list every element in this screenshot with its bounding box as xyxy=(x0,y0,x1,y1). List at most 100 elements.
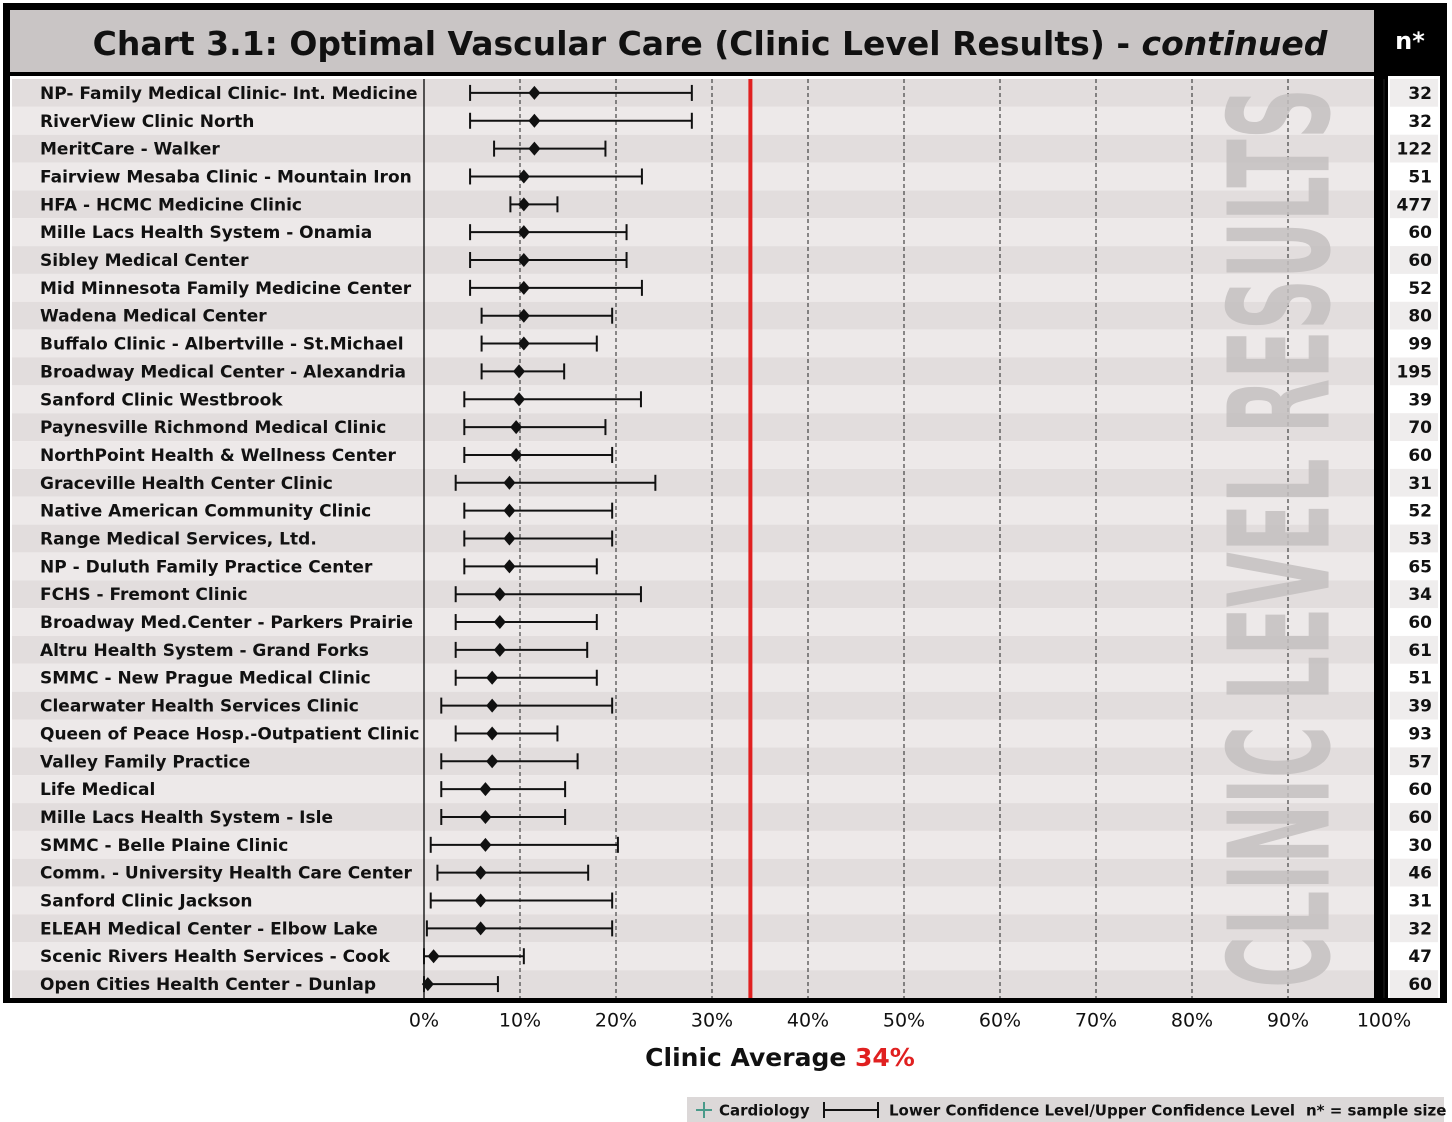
point xyxy=(421,977,434,992)
n-band xyxy=(1390,218,1438,247)
point xyxy=(493,642,506,657)
n-band xyxy=(1390,691,1438,720)
n-band xyxy=(1390,552,1438,581)
x-tick-label: 20% xyxy=(595,1010,637,1032)
point xyxy=(513,364,526,379)
n-value: 47 xyxy=(1408,947,1432,967)
point xyxy=(474,865,487,880)
row-label: Paynesville Richmond Medical Clinic xyxy=(40,418,386,438)
row-band xyxy=(12,190,1374,219)
legend-box xyxy=(687,1097,1444,1122)
title-main: Chart 3.1: Optimal Vascular Care (Clinic… xyxy=(93,24,1142,63)
row-band xyxy=(12,635,1374,664)
point xyxy=(528,113,541,128)
row-label: Graceville Health Center Clinic xyxy=(40,474,333,494)
n-value: 39 xyxy=(1408,390,1432,410)
point xyxy=(479,782,492,797)
x-tick-label: 0% xyxy=(409,1010,439,1032)
row-band xyxy=(12,775,1374,804)
row-label: Broadway Medical Center - Alexandria xyxy=(40,362,406,382)
point xyxy=(517,225,530,240)
row-band xyxy=(12,218,1374,247)
row-band xyxy=(12,970,1374,998)
row-band xyxy=(12,413,1374,442)
row-band xyxy=(12,914,1374,943)
row-band xyxy=(12,663,1374,692)
n-value: 99 xyxy=(1408,335,1432,355)
n-header: n* xyxy=(1395,27,1425,55)
row-band xyxy=(12,273,1374,302)
x-tick-label: 90% xyxy=(1267,1010,1309,1032)
row-band xyxy=(12,357,1374,386)
row-band xyxy=(12,79,1374,107)
x-tick-label: 60% xyxy=(979,1010,1021,1032)
n-value: 60 xyxy=(1408,223,1432,243)
row-label: Queen of Peace Hosp.-Outpatient Clinic xyxy=(40,724,419,744)
n-value: 32 xyxy=(1408,112,1432,132)
n-value: 60 xyxy=(1408,446,1432,466)
watermark: CLINIC LEVEL RESULTS xyxy=(1200,88,1363,988)
n-value: 60 xyxy=(1408,780,1432,800)
row-label: Range Medical Services, Ltd. xyxy=(40,530,317,550)
row-label: Sanford Clinic Westbrook xyxy=(40,390,283,410)
row-band xyxy=(12,524,1374,553)
row-band xyxy=(12,691,1374,720)
n-band xyxy=(1390,942,1438,971)
n-value: 60 xyxy=(1408,975,1432,995)
row-band xyxy=(12,580,1374,609)
n-band xyxy=(1390,635,1438,664)
row-band xyxy=(12,942,1374,971)
x-tick-label: 10% xyxy=(499,1010,541,1032)
n-value: 30 xyxy=(1408,836,1432,856)
point xyxy=(517,253,530,268)
n-band xyxy=(1390,385,1438,414)
row-label: Sibley Medical Center xyxy=(40,251,249,271)
legend-label: Lower Confidence Level/Upper Confidence … xyxy=(889,1102,1295,1120)
n-band xyxy=(1390,803,1438,831)
row-band xyxy=(12,747,1374,776)
point xyxy=(427,949,440,964)
row-label: RiverView Clinic North xyxy=(40,112,254,132)
row-label: Wadena Medical Center xyxy=(40,307,267,327)
row-band xyxy=(12,329,1374,358)
point xyxy=(474,893,487,908)
row-band xyxy=(12,496,1374,525)
n-band xyxy=(1390,162,1438,191)
row-band xyxy=(12,441,1374,469)
n-band xyxy=(1390,775,1438,804)
row-label: Mid Minnesota Family Medicine Center xyxy=(40,279,412,299)
point xyxy=(479,809,492,824)
row-band xyxy=(12,162,1374,191)
n-value: 122 xyxy=(1397,140,1433,160)
row-label: Native American Community Clinic xyxy=(40,502,371,522)
n-band xyxy=(1390,357,1438,386)
row-band xyxy=(12,719,1374,748)
legend-label: Cardiology xyxy=(719,1102,810,1120)
point xyxy=(517,197,530,212)
average-label: Clinic Average xyxy=(645,1043,855,1072)
n-value: 53 xyxy=(1408,530,1432,550)
point xyxy=(517,308,530,323)
row-label: Life Medical xyxy=(40,780,155,800)
n-value: 60 xyxy=(1408,613,1432,633)
row-band xyxy=(12,134,1374,163)
row-label: SMMC - Belle Plaine Clinic xyxy=(40,836,288,856)
row-band xyxy=(12,552,1374,581)
n-value: 57 xyxy=(1408,752,1432,772)
row-band xyxy=(12,608,1374,636)
row-label: Altru Health System - Grand Forks xyxy=(40,641,369,661)
n-value: 31 xyxy=(1408,474,1432,494)
n-value: 70 xyxy=(1408,418,1432,438)
x-tick-label: 30% xyxy=(691,1010,733,1032)
point xyxy=(503,475,516,490)
n-value: 46 xyxy=(1408,864,1432,884)
title-italic: continued xyxy=(1142,24,1328,63)
n-value: 31 xyxy=(1408,892,1432,912)
x-tick-label: 70% xyxy=(1075,1010,1117,1032)
point xyxy=(486,670,499,685)
row-band xyxy=(12,803,1374,831)
point xyxy=(517,336,530,351)
n-band xyxy=(1390,106,1438,135)
point xyxy=(510,420,523,435)
